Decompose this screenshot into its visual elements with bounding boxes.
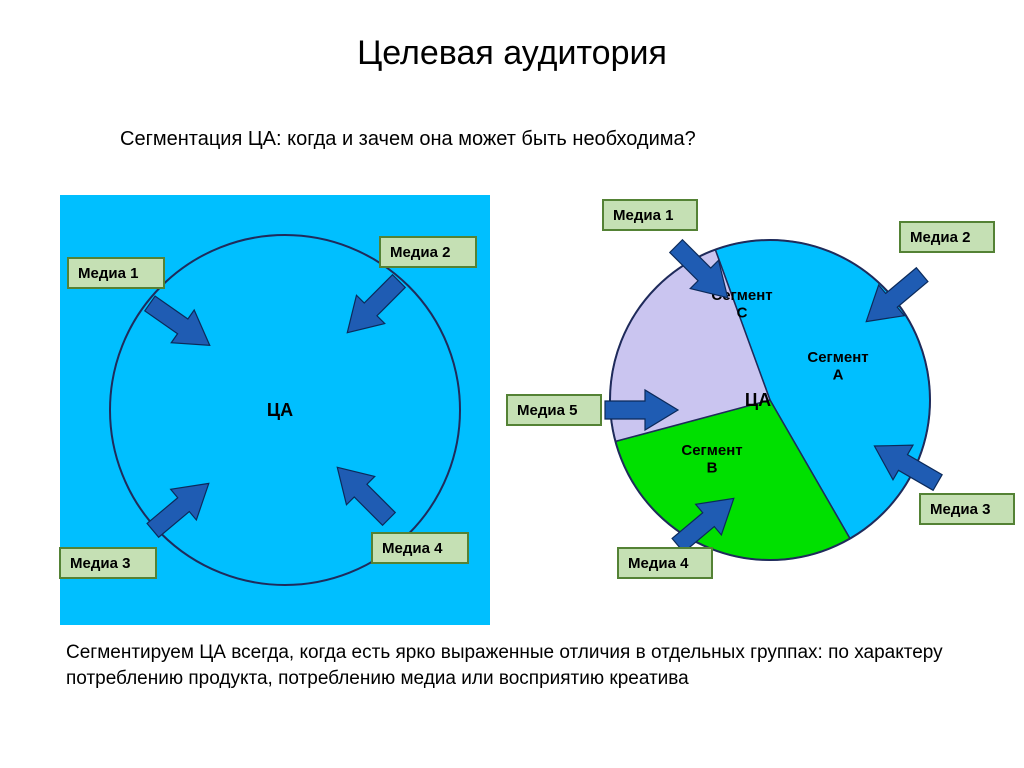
footer-text: Сегментируем ЦА всегда, когда есть ярко … bbox=[66, 640, 956, 691]
svg-text:Медиа 2: Медиа 2 bbox=[390, 244, 450, 261]
media-box-left-m3: Медиа 3 bbox=[60, 548, 156, 578]
media-box-left-m4: Медиа 4 bbox=[372, 533, 468, 563]
media-box-right-m1: Медиа 1 bbox=[603, 200, 697, 230]
right-center-label: ЦА bbox=[745, 390, 771, 410]
media-box-right-m2: Медиа 2 bbox=[900, 222, 994, 252]
media-box-right-m5: Медиа 5 bbox=[507, 395, 601, 425]
svg-text:Медиа 4: Медиа 4 bbox=[628, 555, 689, 572]
media-box-right-m4: Медиа 4 bbox=[618, 548, 712, 578]
svg-text:Медиа 4: Медиа 4 bbox=[382, 540, 443, 557]
svg-text:Медиа 1: Медиа 1 bbox=[613, 207, 673, 224]
media-box-right-m3: Медиа 3 bbox=[920, 494, 1014, 524]
svg-text:Медиа 1: Медиа 1 bbox=[78, 265, 138, 282]
media-box-left-m1: Медиа 1 bbox=[68, 258, 164, 288]
left-center-label: ЦА bbox=[267, 400, 293, 420]
svg-text:Медиа 3: Медиа 3 bbox=[70, 555, 130, 572]
svg-text:Медиа 3: Медиа 3 bbox=[930, 501, 990, 518]
media-box-left-m2: Медиа 2 bbox=[380, 237, 476, 267]
svg-text:Медиа 2: Медиа 2 bbox=[910, 229, 970, 246]
svg-text:Медиа 5: Медиа 5 bbox=[517, 402, 577, 419]
